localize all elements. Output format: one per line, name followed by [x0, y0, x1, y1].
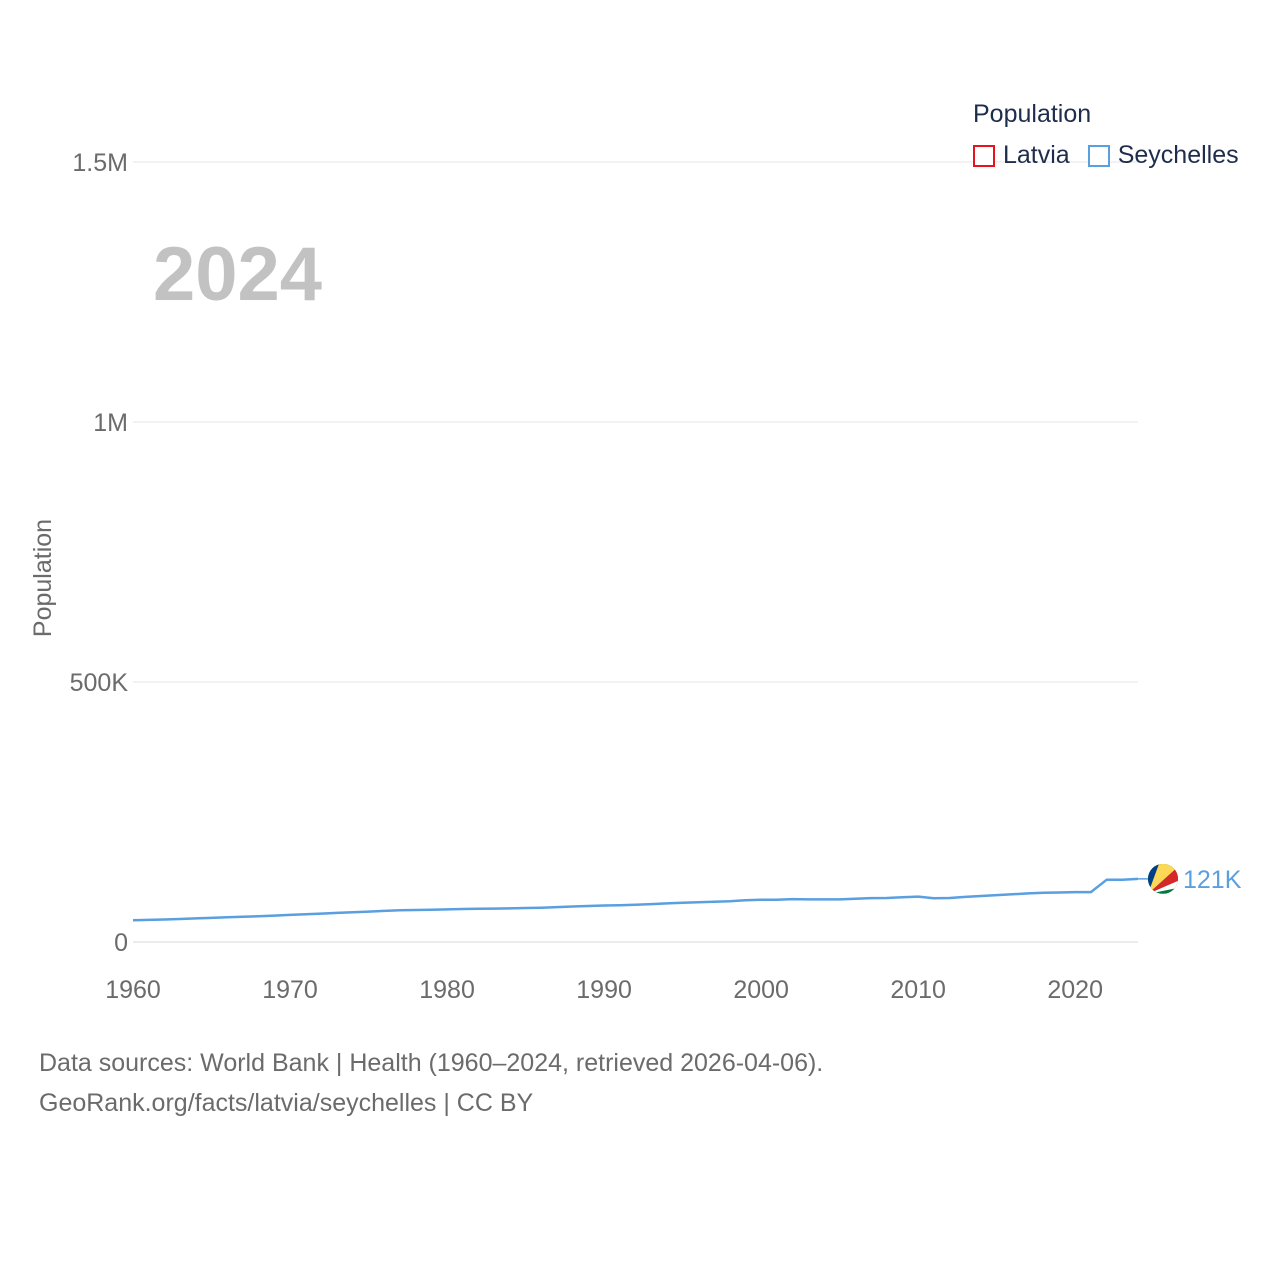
legend-item-seychelles[interactable]: Seychelles	[1087, 141, 1239, 170]
x-tick-label: 1990	[576, 976, 632, 1004]
gridlines	[133, 161, 1138, 943]
legend: Population Latvia Seychelles	[973, 100, 1257, 170]
series-line-seychelles	[132, 877, 1139, 922]
legend-swatch-latvia	[973, 144, 995, 167]
legend-label-latvia: Latvia	[1003, 141, 1070, 169]
year-watermark: 2024	[153, 232, 322, 317]
legend-item-latvia[interactable]: Latvia	[973, 141, 1070, 170]
x-tick-label: 2000	[733, 976, 789, 1004]
y-tick-label: 1M	[93, 409, 128, 437]
legend-title: Population	[973, 100, 1092, 128]
series-lines	[132, 877, 1139, 922]
legend-swatch-seychelles	[1087, 144, 1110, 167]
footer-link[interactable]: GeoRank.org/facts/latvia/seychelles | CC…	[39, 1089, 534, 1117]
y-tick-label: 500K	[70, 669, 129, 697]
seychelles-flag-icon	[1148, 863, 1178, 894]
footer: Data sources: World Bank | Health (1960–…	[39, 1043, 823, 1123]
end-markers: 1.87M121K	[1138, 863, 1242, 894]
x-tick-label: 1970	[262, 976, 318, 1004]
footer-sources: Data sources: World Bank | Health (1960–…	[39, 1049, 824, 1077]
x-tick-label: 1960	[105, 976, 161, 1004]
x-tick-label: 2010	[890, 976, 946, 1004]
y-tick-label: 1.5M	[72, 149, 128, 177]
legend-label-seychelles: Seychelles	[1117, 141, 1239, 169]
y-axis-label: Population	[29, 519, 57, 637]
y-tick-label: 0	[114, 929, 128, 957]
end-label-seychelles: 121K	[1183, 866, 1242, 894]
x-tick-label: 2020	[1047, 976, 1103, 1004]
x-tick-label: 1980	[419, 976, 475, 1004]
x-axis-ticks: 1960 1970 1980 1990 2000 2010 2020	[105, 976, 1103, 1004]
